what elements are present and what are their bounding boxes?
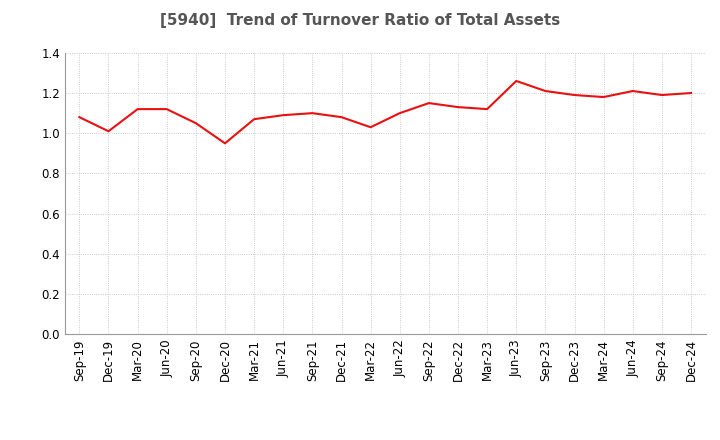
Text: [5940]  Trend of Turnover Ratio of Total Assets: [5940] Trend of Turnover Ratio of Total …: [160, 13, 560, 28]
